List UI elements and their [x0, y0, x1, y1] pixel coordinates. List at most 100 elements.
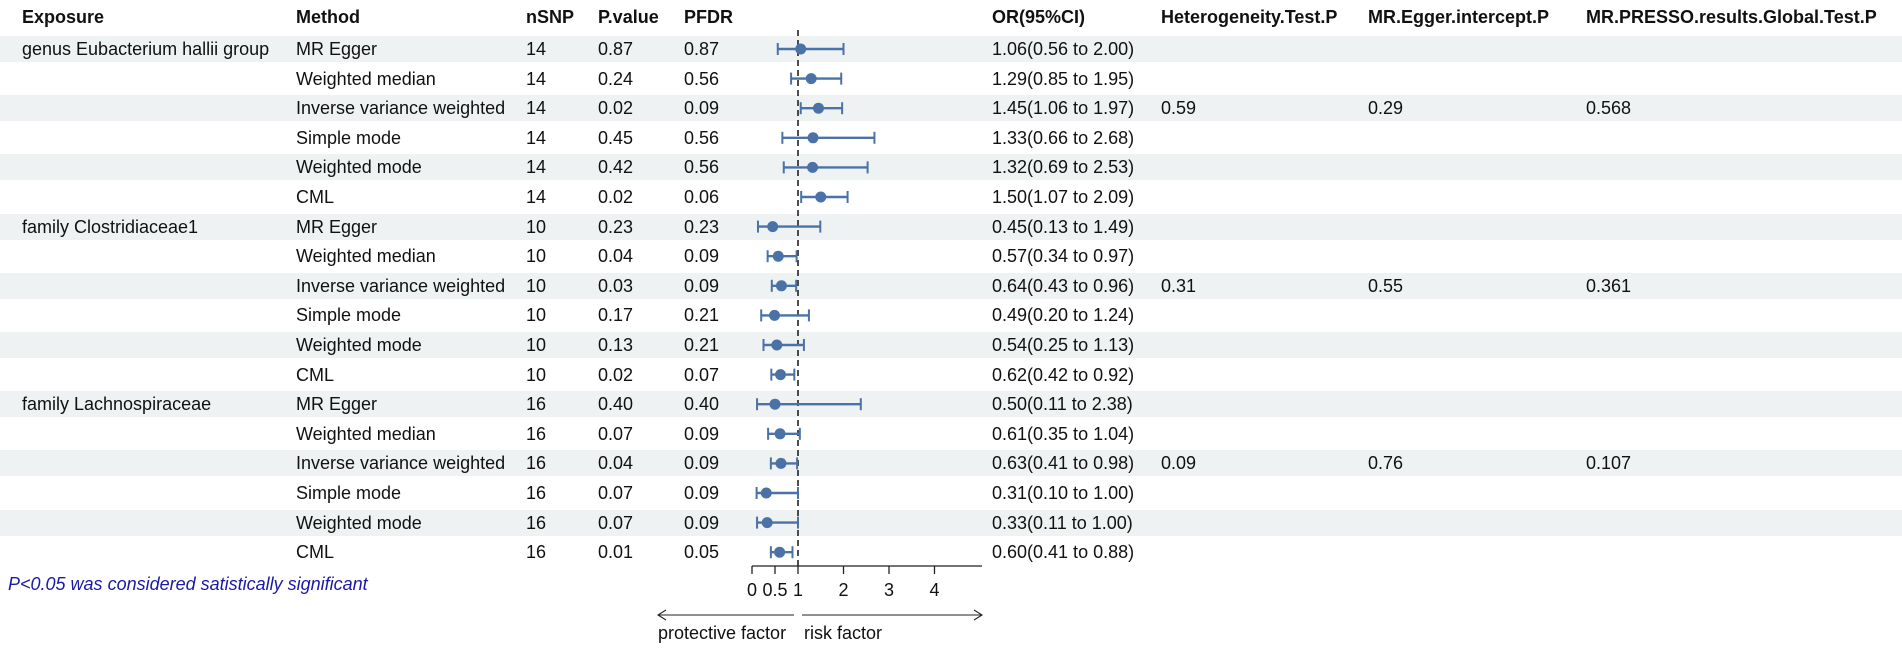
pvalue-cell: 0.07 [598, 512, 634, 533]
or-ci-cell: 0.49(0.20 to 1.24) [992, 305, 1135, 326]
point-estimate [775, 280, 787, 292]
point-estimate [760, 487, 772, 499]
nsnp-cell: 10 [526, 305, 547, 326]
nsnp-cell: 10 [526, 275, 547, 296]
exposure-cell: family Lachnospiraceae [22, 394, 212, 415]
point-estimate [771, 339, 783, 351]
nsnp-cell: 14 [526, 39, 547, 59]
method-cell: Inverse variance weighted [296, 98, 506, 119]
header-pfdr: PFDR [684, 7, 733, 27]
point-estimate [807, 132, 819, 144]
point-estimate [772, 250, 784, 262]
x-tick-label: 2 [838, 580, 848, 600]
presso-cell: 0.361 [1586, 275, 1632, 296]
point-estimate [774, 428, 786, 440]
pvalue-cell: 0.07 [598, 423, 634, 444]
nsnp-cell: 10 [526, 335, 547, 355]
or-ci-cell: 0.45(0.13 to 1.49) [992, 216, 1135, 237]
nsnp-cell: 14 [526, 157, 547, 178]
method-cell: CML [296, 187, 335, 207]
or-ci-cell: 0.60(0.41 to 0.88) [992, 542, 1135, 563]
or-ci-cell: 0.31(0.10 to 1.00) [992, 483, 1135, 503]
or-ci-cell: 0.61(0.35 to 1.04) [992, 423, 1135, 444]
point-estimate [795, 43, 807, 55]
pfdr-cell: 0.56 [684, 68, 720, 89]
point-estimate [807, 161, 819, 173]
pfdr-cell: 0.06 [684, 187, 720, 207]
point-estimate [815, 191, 827, 203]
or-ci-cell: 0.63(0.41 to 0.98) [992, 453, 1135, 474]
method-cell: CML [296, 542, 335, 563]
pfdr-cell: 0.21 [684, 335, 720, 355]
exposure-cell: family Clostridiaceae1 [22, 216, 199, 237]
or-ci-cell: 0.64(0.43 to 0.96) [992, 275, 1135, 296]
point-estimate [761, 517, 773, 529]
pvalue-cell: 0.07 [598, 483, 634, 503]
pvalue-cell: 0.03 [598, 275, 634, 296]
nsnp-cell: 16 [526, 483, 547, 503]
pvalue-cell: 0.04 [598, 453, 634, 474]
row-band [0, 36, 1902, 62]
pvalue-cell: 0.13 [598, 335, 634, 355]
method-cell: Simple mode [296, 127, 402, 148]
nsnp-cell: 10 [526, 364, 547, 385]
row-band [0, 213, 1902, 240]
header-egger: MR.Egger.intercept.P [1368, 7, 1550, 27]
pfdr-cell: 0.56 [684, 127, 720, 148]
header-heterogeneity: Heterogeneity.Test.P [1161, 7, 1338, 27]
x-tick-label: 1 [793, 580, 803, 600]
nsnp-cell: 10 [526, 246, 547, 267]
or-ci-cell: 1.29(0.85 to 1.95) [992, 68, 1135, 89]
nsnp-cell: 14 [526, 127, 547, 148]
exposure-cell: genus Eubacterium hallii group [22, 39, 270, 59]
header-or: OR(95%CI) [992, 7, 1086, 27]
risk-factor-label: risk factor [804, 623, 882, 643]
header-exposure: Exposure [22, 7, 105, 27]
pfdr-cell: 0.09 [684, 423, 720, 444]
heterogeneity-cell: 0.59 [1161, 98, 1197, 119]
presso-cell: 0.107 [1586, 453, 1632, 474]
method-cell: Weighted median [296, 423, 436, 444]
pfdr-cell: 0.09 [684, 98, 720, 119]
method-cell: Simple mode [296, 305, 402, 326]
method-cell: MR Egger [296, 394, 378, 415]
method-cell: MR Egger [296, 39, 378, 59]
nsnp-cell: 14 [526, 68, 547, 89]
nsnp-cell: 10 [526, 216, 547, 237]
nsnp-cell: 16 [526, 512, 547, 533]
or-ci-cell: 0.62(0.42 to 0.92) [992, 364, 1135, 385]
nsnp-cell: 16 [526, 423, 547, 444]
or-ci-cell: 0.54(0.25 to 1.13) [992, 335, 1135, 355]
pvalue-cell: 0.42 [598, 157, 634, 178]
row-band [0, 332, 1902, 358]
protective-factor-label: protective factor [658, 623, 786, 643]
x-tick-label: 4 [929, 580, 939, 600]
method-cell: Weighted mode [296, 335, 422, 355]
pfdr-cell: 0.07 [684, 364, 720, 385]
heterogeneity-cell: 0.31 [1161, 275, 1197, 296]
or-ci-cell: 1.45(1.06 to 1.97) [992, 98, 1135, 119]
x-tick-label: 3 [884, 580, 894, 600]
risk-arrow-head [973, 609, 984, 621]
pfdr-cell: 0.05 [684, 542, 720, 563]
row-band [0, 450, 1902, 477]
row-band [0, 391, 1902, 418]
or-ci-cell: 1.33(0.66 to 2.68) [992, 127, 1135, 148]
or-ci-cell: 1.32(0.69 to 2.53) [992, 157, 1135, 178]
method-cell: Inverse variance weighted [296, 275, 506, 296]
protective-arrow-head [656, 609, 667, 621]
header-presso: MR.PRESSO.results.Global.Test.P [1586, 7, 1877, 27]
pvalue-cell: 0.45 [598, 127, 634, 148]
pvalue-cell: 0.02 [598, 364, 634, 385]
pvalue-cell: 0.23 [598, 216, 634, 237]
nsnp-cell: 14 [526, 98, 547, 119]
header-nsnp: nSNP [526, 7, 575, 27]
method-cell: Weighted mode [296, 157, 422, 178]
nsnp-cell: 14 [526, 187, 547, 207]
point-estimate [769, 309, 781, 321]
method-cell: Weighted median [296, 246, 436, 267]
row-band [0, 95, 1902, 122]
method-cell: MR Egger [296, 216, 378, 237]
pfdr-cell: 0.40 [684, 394, 720, 415]
point-estimate [775, 369, 787, 381]
